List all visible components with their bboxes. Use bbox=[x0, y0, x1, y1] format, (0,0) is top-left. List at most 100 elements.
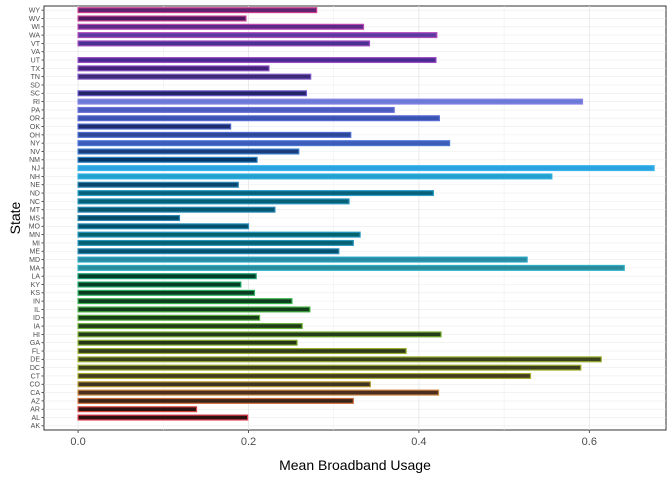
bar-ca bbox=[77, 389, 440, 396]
y-tick-label: WY bbox=[29, 8, 41, 15]
y-tick-label: WA bbox=[29, 32, 40, 39]
bar-co bbox=[77, 381, 371, 388]
bar-tx bbox=[77, 65, 270, 72]
bar-ny bbox=[77, 140, 451, 147]
y-tick-label: AZ bbox=[31, 398, 41, 405]
y-tick-label: CO bbox=[30, 382, 41, 389]
bar-nj bbox=[77, 165, 655, 172]
bar-dc bbox=[77, 364, 582, 371]
y-tick-label: DE bbox=[30, 357, 40, 364]
y-tick-label: MO bbox=[29, 224, 41, 231]
y-tick-label: ME bbox=[30, 249, 41, 256]
bar-ne bbox=[77, 181, 239, 188]
y-tick-label: MS bbox=[30, 215, 41, 222]
y-tick-label: SD bbox=[30, 82, 40, 89]
y-tick-label: VT bbox=[31, 41, 41, 48]
bar-in bbox=[77, 298, 293, 305]
y-tick-label: NM bbox=[29, 157, 40, 164]
bar-nh bbox=[77, 173, 553, 180]
y-tick-label: DC bbox=[30, 365, 40, 372]
bar-wa bbox=[77, 32, 438, 39]
y-tick-label: KY bbox=[31, 282, 41, 289]
y-tick-label: NH bbox=[30, 174, 40, 181]
y-tick-label: GA bbox=[30, 340, 40, 347]
y-tick-label: TN bbox=[31, 74, 40, 81]
bar-ma bbox=[77, 264, 625, 271]
bar-nc bbox=[77, 198, 350, 205]
y-tick-label: WV bbox=[29, 16, 41, 23]
bar-ky bbox=[77, 281, 242, 288]
y-tick-label: UT bbox=[31, 57, 41, 64]
y-tick-label: MA bbox=[30, 265, 41, 272]
bar-ok bbox=[77, 123, 232, 130]
x-tick-label: 0.4 bbox=[411, 436, 426, 448]
bar-ar bbox=[77, 406, 198, 413]
bar-ms bbox=[77, 214, 181, 222]
y-tick-label: OH bbox=[30, 132, 41, 139]
bar-tn bbox=[77, 73, 312, 80]
bar-me bbox=[77, 248, 340, 255]
x-axis-label: Mean Broadband Usage bbox=[279, 457, 431, 473]
y-tick-label: CA bbox=[30, 390, 40, 397]
y-tick-label: FL bbox=[32, 348, 40, 355]
bar-la bbox=[77, 273, 257, 280]
y-tick-label: AL bbox=[31, 415, 40, 422]
y-tick-label: NJ bbox=[31, 166, 40, 173]
bar-id bbox=[77, 314, 261, 321]
y-tick-label: IN bbox=[33, 299, 40, 306]
bar-al bbox=[77, 414, 249, 421]
x-tick-labels: 0.0 0.2 0.4 0.6 bbox=[70, 430, 597, 448]
bar-ct bbox=[77, 372, 532, 379]
bar-or bbox=[77, 115, 440, 122]
bar-fl bbox=[77, 348, 407, 355]
bar-mo bbox=[77, 223, 250, 230]
y-tick-label: KS bbox=[31, 290, 41, 297]
y-tick-label: OK bbox=[30, 124, 40, 131]
y-tick-label: NV bbox=[30, 149, 40, 156]
bar-mi bbox=[77, 239, 354, 246]
y-tick-label: ID bbox=[33, 315, 40, 322]
y-tick-label: HI bbox=[33, 332, 40, 339]
y-tick-label: PA bbox=[31, 107, 40, 114]
bars bbox=[77, 7, 655, 421]
bar-sc bbox=[77, 90, 308, 97]
bar-hi bbox=[77, 331, 442, 338]
y-tick-label: MI bbox=[32, 240, 40, 247]
bar-ri bbox=[77, 98, 584, 105]
bar-wi bbox=[77, 23, 365, 30]
y-tick-label: LA bbox=[31, 274, 40, 281]
y-tick-label: TX bbox=[31, 66, 40, 73]
y-tick-label: AK bbox=[31, 423, 41, 430]
y-axis-label: State bbox=[7, 201, 23, 234]
bar-ut bbox=[77, 57, 437, 64]
y-tick-label: WI bbox=[31, 24, 40, 31]
bar-vt bbox=[77, 40, 371, 47]
x-tick-label: 0.2 bbox=[241, 436, 256, 448]
bar-az bbox=[77, 397, 354, 404]
bar-nv bbox=[77, 148, 300, 155]
bar-wv bbox=[77, 15, 247, 22]
bar-nm bbox=[77, 156, 258, 163]
y-tick-label: NC bbox=[30, 199, 40, 206]
y-tick-label: MT bbox=[30, 207, 41, 214]
bar-ga bbox=[77, 339, 298, 346]
y-tick-label: NE bbox=[30, 182, 40, 189]
bar-oh bbox=[77, 131, 352, 138]
bar-wy bbox=[77, 7, 318, 14]
y-tick-label: VA bbox=[31, 49, 40, 56]
y-tick-label: SC bbox=[30, 91, 40, 98]
x-tick-label: 0.6 bbox=[582, 436, 597, 448]
bar-ia bbox=[77, 323, 303, 330]
bar-md bbox=[77, 256, 528, 263]
y-tick-label: IA bbox=[33, 323, 40, 330]
y-tick-label: MN bbox=[29, 232, 40, 239]
y-tick-label: IL bbox=[34, 307, 40, 314]
bar-de bbox=[77, 356, 602, 363]
y-tick-label: OR bbox=[30, 116, 41, 123]
y-tick-label: CT bbox=[31, 373, 41, 380]
y-tick-label: ND bbox=[30, 190, 40, 197]
bar-mn bbox=[77, 231, 361, 238]
y-tick-label: MD bbox=[29, 257, 40, 264]
bar-nd bbox=[77, 190, 434, 197]
